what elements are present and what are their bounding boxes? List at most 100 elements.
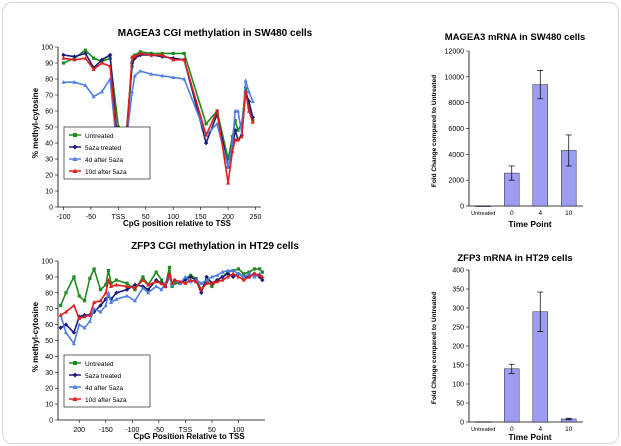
y-tick-label: 10 (45, 189, 53, 196)
data-point (72, 54, 77, 59)
y-tick-label: 250 (452, 325, 464, 332)
data-point (114, 296, 119, 301)
data-point (236, 267, 241, 271)
data-point (91, 94, 96, 99)
magea3-methylation-chart: MAGEA3 CGI methylation in SW480 cells % … (31, 28, 313, 228)
y-tick-label: 100 (41, 259, 53, 266)
data-point (92, 56, 96, 60)
data-point (107, 52, 113, 58)
legend-label: 4d after 5aza (85, 385, 123, 392)
x-axis-label: CpG Position Relative to TSS (133, 432, 245, 441)
data-point (204, 132, 209, 137)
data-point (226, 180, 231, 185)
legend-label: 10d after 5aza (85, 169, 127, 176)
legend-marker (72, 156, 78, 161)
data-point (108, 64, 113, 68)
data-point (160, 52, 165, 57)
x-axis-label: Time Point (508, 432, 551, 442)
legend-item-untreated: Untreated (69, 133, 114, 140)
legend-label: 4d after 5aza (85, 157, 123, 164)
category-label: 4 (538, 426, 542, 433)
data-point (236, 128, 240, 132)
legend-marker (72, 396, 78, 401)
data-point (77, 294, 81, 298)
data-point (241, 274, 246, 279)
data-point (226, 164, 231, 169)
data-point (138, 51, 143, 55)
data-point (204, 277, 209, 282)
data-point (106, 290, 111, 295)
data-point (61, 52, 66, 58)
legend-item-5aza-treated: 5aza treated (69, 144, 122, 152)
legend-marker (72, 372, 78, 378)
data-point (188, 274, 193, 280)
data-point (83, 48, 88, 52)
data-point (226, 157, 230, 161)
legend-item-4d-after-5aza: 4d after 5aza (69, 384, 123, 392)
y-tick-label: 90 (45, 274, 53, 281)
category-label: 0 (510, 426, 514, 433)
series-line (59, 266, 263, 306)
y-tick-label: 0 (460, 204, 464, 211)
data-point (98, 298, 103, 303)
data-point (159, 287, 164, 292)
data-point (154, 284, 159, 289)
y-tick-label: 40 (45, 141, 53, 148)
data-point (71, 303, 76, 308)
x-axis-label: CpG position relative to TSS (123, 219, 232, 228)
data-point (239, 134, 244, 139)
data-point (146, 282, 151, 287)
data-point (146, 287, 151, 292)
data-point (163, 284, 168, 289)
data-point (82, 314, 87, 319)
data-point (61, 56, 66, 60)
data-point (82, 299, 87, 303)
data-point (167, 265, 172, 269)
y-tick-label: 30 (45, 370, 53, 377)
data-point (149, 72, 154, 76)
data-point (130, 54, 135, 59)
data-point (138, 68, 143, 73)
data-point (130, 89, 135, 94)
data-point (61, 61, 66, 65)
data-point (171, 57, 176, 62)
data-point (246, 89, 251, 94)
legend-label: 5aza treated (85, 145, 122, 152)
data-point (125, 293, 129, 298)
bar-untreated (475, 205, 491, 207)
y-axis-label: % methyl-cytosine (31, 301, 40, 372)
series-10d-after-5aza (58, 271, 265, 320)
data-point (178, 279, 183, 284)
bar-4 (532, 84, 548, 207)
data-point (72, 57, 77, 62)
data-point (250, 99, 255, 103)
y-tick-label: 60 (45, 322, 53, 329)
x-tick-label: 100 (167, 214, 179, 221)
data-point (132, 285, 137, 290)
zfp3-methylation-chart: ZFP3 CGI methylation in HT29 cells % met… (31, 241, 299, 441)
data-point (209, 281, 214, 285)
data-point (92, 300, 97, 304)
y-tick-label: 20 (45, 173, 53, 180)
data-point (225, 271, 231, 276)
legend-item-4d-after-5aza: 4d after 5aza (69, 156, 123, 164)
legend-label: Untreated (85, 133, 114, 140)
y-axis-label: Fold Change compared to Untreated (431, 75, 438, 187)
x-tick-label: TSS (179, 427, 193, 434)
data-point (199, 290, 204, 295)
y-tick-label: 12000 (445, 49, 465, 56)
legend-marker (72, 384, 78, 389)
y-tick-label: 40 (45, 354, 53, 361)
data-point (132, 73, 137, 78)
y-tick-label: 8000 (448, 100, 464, 107)
data-point (99, 60, 104, 65)
data-point (132, 54, 137, 59)
y-axis-label: % methyl-cytosine (31, 87, 40, 158)
data-point (183, 281, 188, 285)
x-tick-label: -100 (56, 214, 70, 221)
data-point (87, 312, 92, 317)
data-point (252, 271, 257, 276)
data-point (257, 273, 262, 277)
category-label: 0 (510, 210, 514, 217)
y-tick-label: 10000 (445, 74, 465, 81)
